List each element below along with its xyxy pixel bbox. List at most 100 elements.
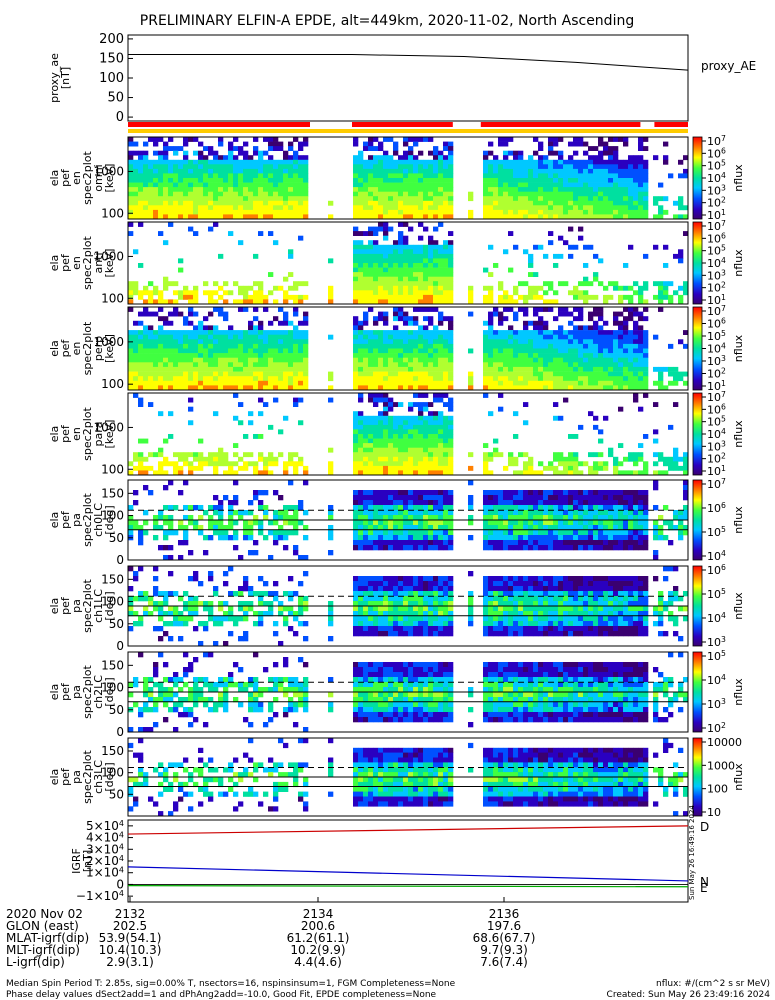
energy-spectrogram-3-cell [518, 339, 524, 345]
energy-spectrogram-2-cell [393, 285, 399, 291]
energy-spectrogram-2-cell [443, 263, 449, 268]
energy-spectrogram-1-cell [263, 150, 269, 156]
pa-spectrogram-ch0-cell [293, 515, 299, 521]
energy-spectrogram-1-cell [193, 182, 199, 188]
energy-spectrogram-1-cell [528, 155, 534, 161]
energy-spectrogram-3-cell [218, 348, 224, 354]
energy-spectrogram-3-cell [163, 348, 169, 354]
energy-spectrogram-1-cell [238, 209, 244, 215]
energy-spectrogram-4-cell [378, 434, 384, 439]
pa-spectrogram-ch0-cell [593, 535, 599, 541]
energy-spectrogram-1-cell [503, 159, 509, 165]
pa-spectrogram-ch0-cell [278, 515, 284, 521]
energy-spectrogram-3-cell [488, 353, 494, 358]
energy-spectrogram-1-cell [173, 173, 179, 179]
energy-spectrogram-1-cell [133, 209, 139, 215]
energy-spectrogram-2-cell [633, 290, 639, 296]
energy-spectrogram-4-cell [568, 461, 574, 467]
energy-spectrogram-4-cell [593, 452, 599, 458]
energy-spectrogram-1-cell [633, 182, 639, 188]
energy-spectrogram-4-cell [613, 461, 619, 467]
energy-spectrogram-1-cell [143, 187, 149, 192]
energy-spectrogram-3-cell [633, 330, 639, 335]
energy-spectrogram-2-cell [383, 249, 389, 255]
energy-spectrogram-1-cell [593, 205, 599, 211]
energy-spectrogram-1-cell [178, 173, 184, 179]
energy-spectrogram-2-cell [488, 294, 494, 300]
energy-spectrogram-3-cell [173, 334, 179, 340]
energy-spectrogram-1-cell [593, 196, 599, 202]
energy-spectrogram-3-cell [538, 376, 544, 382]
energy-spectrogram-4-cell [268, 470, 274, 476]
pa-spectrogram-ch0-cell [523, 545, 529, 551]
pa-spectrogram-ch0-cell [248, 550, 254, 556]
pa-spectrogram-ch0-cell [138, 535, 144, 541]
energy-spectrogram-2-cell [178, 258, 184, 264]
energy-spectrogram-1-cell [393, 146, 399, 151]
energy-spectrogram-4-cell [438, 438, 444, 444]
pa-spectrogram-ch0-cell [488, 510, 494, 516]
pa-spectrogram-ch0-cell [583, 510, 589, 516]
energy-spectrogram-3-cell [633, 357, 639, 363]
pa-spectrogram-ch0-cell [523, 505, 529, 511]
pa-spectrogram-ch0-cell [613, 510, 619, 516]
energy-spectrogram-1-cell [273, 164, 279, 170]
energy-spectrogram-1-cell [403, 205, 409, 211]
pa-spectrogram-ch0-cell [263, 515, 269, 521]
energy-spectrogram-2-cell [543, 281, 549, 287]
energy-spectrogram-2-cell [448, 285, 454, 291]
energy-spectrogram-2-cell [413, 290, 419, 296]
energy-spectrogram-1-cell [388, 187, 394, 192]
energy-spectrogram-3-cell [173, 311, 179, 317]
pa-spectrogram-ch0-cell [243, 520, 249, 526]
energy-spectrogram-1-cell [133, 196, 139, 202]
energy-spectrogram-3-cell [608, 343, 614, 349]
pa-spectrogram-ch0-cell [623, 500, 629, 506]
energy-spectrogram-1-cell [533, 137, 539, 142]
energy-spectrogram-3-cell [618, 339, 624, 345]
energy-spectrogram-1-cell [303, 178, 309, 183]
energy-spectrogram-2-cell [588, 294, 594, 300]
energy-spectrogram-1-cell [298, 196, 304, 202]
energy-spectrogram-1-cell [393, 196, 399, 202]
energy-spectrogram-3-cell [523, 307, 529, 312]
energy-spectrogram-1-cell [173, 209, 179, 215]
energy-spectrogram-4-cell [423, 452, 429, 458]
energy-spectrogram-3-cell [203, 371, 209, 377]
energy-spectrogram-3-cell [378, 385, 384, 391]
energy-spectrogram-3-cell [243, 362, 249, 368]
energy-spectrogram-3-cell [303, 320, 309, 326]
energy-spectrogram-4-cell [418, 461, 424, 467]
pa-spectrogram-ch0-cell [133, 520, 139, 526]
energy-spectrogram-1-cell [293, 168, 299, 174]
plot-title: PRELIMINARY ELFIN-A EPDE, alt=449km, 202… [140, 13, 634, 29]
energy-spectrogram-2-cell [413, 244, 419, 250]
energy-spectrogram-3-cell [288, 380, 294, 386]
energy-spectrogram-3-cell [138, 357, 144, 363]
pa-spectrogram-ch0-cell [373, 490, 379, 496]
energy-spectrogram-1-cell [483, 168, 489, 174]
pa-spectrogram-ch0-cell [353, 535, 359, 541]
energy-spectrogram-4-cell [373, 461, 379, 467]
energy-spectrogram-1-cell [678, 205, 684, 211]
pa-spectrogram-ch0-cell [198, 515, 204, 521]
energy-spectrogram-3-cell [668, 371, 674, 377]
energy-spectrogram-1-cell [158, 182, 164, 188]
energy-spectrogram-3-cell [383, 357, 389, 363]
energy-spectrogram-3-cell [438, 320, 444, 326]
energy-spectrogram-1-cell [628, 159, 634, 165]
energy-spectrogram-3-cell [293, 325, 299, 331]
energy-spectrogram-1-cell [368, 137, 374, 142]
energy-spectrogram-1-cell [233, 214, 239, 220]
energy-spectrogram-3-cell [263, 353, 269, 358]
energy-spectrogram-4-cell [433, 411, 439, 417]
energy-spectrogram-3-cell [378, 380, 384, 386]
energy-spectrogram-1-cell [358, 187, 364, 192]
energy-spectrogram-3-cell [253, 325, 259, 331]
energy-spectrogram-1-colorbar-tick-label: 107 [707, 134, 726, 148]
energy-spectrogram-1-cell [668, 173, 674, 179]
pa-spectrogram-ch0-cell [638, 540, 644, 546]
pa-spectrogram-ch0-cell [618, 515, 624, 521]
energy-spectrogram-3-cell [298, 343, 304, 349]
energy-spectrogram-3-cell [273, 366, 279, 372]
